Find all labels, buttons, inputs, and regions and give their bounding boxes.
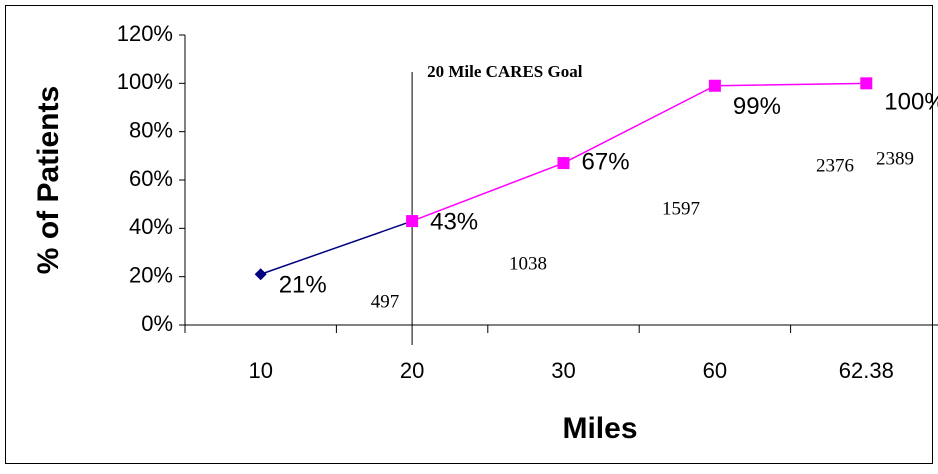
point-marker bbox=[860, 77, 873, 90]
y-tick-label: 40% bbox=[129, 214, 173, 239]
x-tick-label: 62.38 bbox=[839, 358, 894, 383]
count-label: 1038 bbox=[509, 253, 547, 274]
y-tick-label: 80% bbox=[129, 117, 173, 142]
y-tick-label: 60% bbox=[129, 166, 173, 191]
y-tick-label: 120% bbox=[117, 21, 173, 46]
y-axis-title: % of Patients bbox=[32, 86, 65, 274]
point-marker bbox=[557, 157, 570, 170]
y-tick-label: 100% bbox=[117, 69, 173, 94]
point-marker bbox=[254, 268, 267, 281]
data-label: 21% bbox=[279, 272, 327, 299]
data-label: 67% bbox=[582, 148, 630, 175]
count-label: 1597 bbox=[662, 198, 700, 219]
point-marker bbox=[406, 215, 419, 228]
data-label: 99% bbox=[733, 93, 781, 120]
count-label: 497 bbox=[371, 291, 400, 312]
series-line bbox=[411, 82, 867, 222]
series-line bbox=[260, 220, 413, 275]
data-label: 43% bbox=[430, 208, 478, 235]
y-tick-label: 0% bbox=[141, 311, 173, 336]
count-label: 2376 bbox=[816, 155, 854, 176]
point-marker bbox=[708, 79, 721, 92]
x-tick-label: 60 bbox=[703, 358, 727, 383]
x-tick-label: 20 bbox=[400, 358, 424, 383]
goal-label: 20 Mile CARES Goal bbox=[427, 62, 583, 81]
x-tick-label: 10 bbox=[248, 358, 272, 383]
x-axis-title: Miles bbox=[562, 412, 637, 445]
count-label: 2389 bbox=[876, 148, 914, 169]
y-tick-label: 20% bbox=[129, 262, 173, 287]
chart-border bbox=[5, 5, 933, 464]
data-label: 100% bbox=[884, 89, 938, 116]
x-tick-label: 30 bbox=[551, 358, 575, 383]
